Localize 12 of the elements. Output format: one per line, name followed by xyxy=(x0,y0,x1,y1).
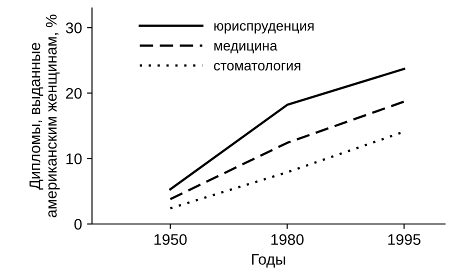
y-tick-label: 30 xyxy=(66,22,82,34)
x-axis-title: Годы xyxy=(252,254,286,268)
y-tick-label: 0 xyxy=(74,218,82,230)
x-tick-label: 1995 xyxy=(388,234,420,245)
y-axis-title: Дипломы, выданные американским женщинам, % xyxy=(30,14,60,218)
legend-label: юриспруденция xyxy=(214,23,314,34)
legend-label: медицина xyxy=(214,42,278,54)
legend-label: стоматология xyxy=(214,62,300,70)
y-tick-label: 10 xyxy=(66,153,82,164)
x-tick-label: 1950 xyxy=(154,234,187,245)
y-tick-label: 20 xyxy=(66,88,82,99)
x-tick-label: 1980 xyxy=(271,234,304,245)
